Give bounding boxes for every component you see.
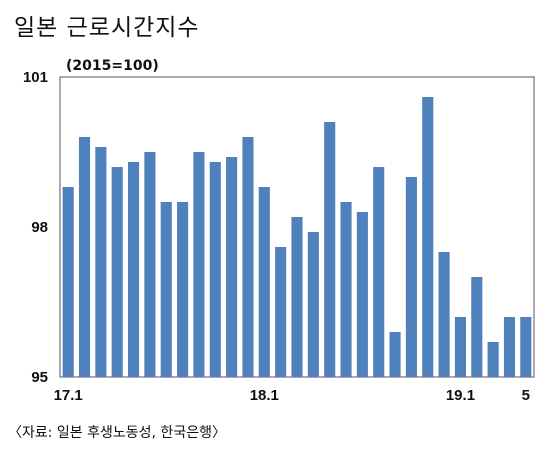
bar-18.12 [438,252,450,377]
bar-17.1 [62,187,74,377]
bar-17.7 [160,202,172,377]
y-tick-label: 101 [23,69,48,86]
x-tick-label: 18.1 [250,387,279,404]
bar-19.3 [487,342,499,377]
bar-17.11 [226,157,238,377]
bar-18.4 [307,232,319,377]
x-tick-label: 19.1 [446,387,475,404]
bar-18.3 [291,217,303,377]
bar-19.4 [503,317,516,377]
bar-18.11 [422,97,434,377]
bar-17.6 [144,152,156,377]
bar-17.9 [193,152,205,377]
unit-label: (2015=100) [66,58,159,74]
bar-19.2 [471,277,483,377]
bar-19.1 [454,317,466,377]
bar-17.8 [177,202,189,377]
bars-group [62,97,532,377]
bar-18.7 [356,212,368,377]
bar-18.6 [340,202,352,377]
bar-18.5 [324,122,336,377]
bar-18.9 [389,332,401,377]
bar-17.2 [78,137,91,377]
x-tick-label: 17.1 [54,387,83,404]
bar-17.3 [95,147,107,377]
bar-17.10 [209,162,221,377]
bar-18.10 [405,177,417,377]
bar-17.5 [127,162,140,377]
x-axis-ticks: 17.1 18.1 19.1 5 [54,387,530,404]
chart-title: 일본 근로시간지수 [14,15,200,41]
bar-18.1 [258,187,270,377]
bar-chart: 101 98 95 17.1 18.1 19.1 5 [23,69,535,404]
source-note: 〈자료: 일본 후생노동성, 한국은행〉 [8,425,226,441]
y-tick-label: 98 [31,219,48,236]
bar-18.8 [373,167,385,377]
bar-18.2 [275,247,287,377]
y-axis-ticks: 101 98 95 [23,69,48,386]
bar-19.5 [520,317,532,377]
bar-17.12 [242,137,254,377]
y-tick-label: 95 [31,369,48,386]
x-tick-label: 5 [522,387,530,404]
bar-17.4 [111,167,123,377]
